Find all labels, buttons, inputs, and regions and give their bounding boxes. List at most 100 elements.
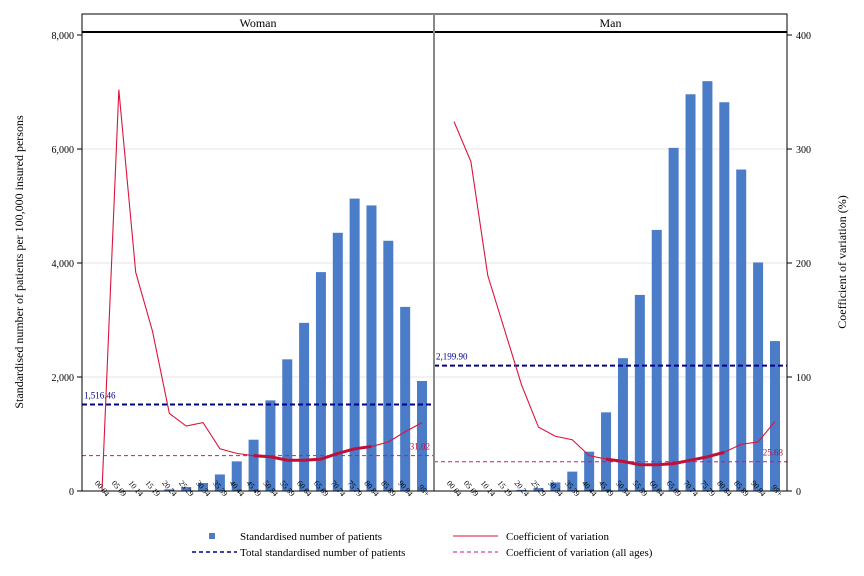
x-tick-label: 45 49 [244, 479, 262, 499]
panel-title-man: Man [600, 16, 622, 30]
y-tick-label-right: 300 [796, 145, 811, 156]
x-tick-label: 80 84 [362, 479, 380, 499]
x-tick-label: 85 89 [732, 479, 750, 499]
bar-woman-25-29 [181, 487, 192, 491]
x-tick-label: 35 39 [211, 479, 229, 499]
bar-woman-35-39 [214, 474, 225, 491]
bar-woman-45-49 [248, 439, 259, 491]
y-tick-label-left: 6,000 [52, 145, 75, 156]
x-tick-label: 60 64 [648, 479, 666, 499]
x-tick-label: 75 79 [346, 479, 364, 499]
bar-woman-30-34 [198, 483, 209, 491]
cv-highlight-woman [253, 445, 372, 462]
x-tick-label: 70 74 [681, 479, 699, 499]
x-tick-label: 35 39 [563, 479, 581, 499]
y-axis-title-left: Standardised number of patients per 100,… [12, 115, 26, 409]
bars [164, 81, 780, 492]
bar-woman-40-44 [231, 461, 242, 491]
x-tick-label: 10 14 [127, 479, 145, 499]
x-tick-label: 40 44 [228, 479, 246, 499]
x-tick-label: 20 24 [160, 479, 178, 499]
bar-man-80-84 [719, 102, 730, 491]
bar-man-65-69 [668, 147, 679, 492]
x-tick-label: 90 94 [396, 479, 414, 499]
total-line-label: 2,199.90 [436, 352, 468, 362]
x-tick-label: 15 19 [143, 479, 161, 499]
panel-title-woman: Woman [239, 16, 276, 30]
x-tick-label: 40 44 [580, 479, 598, 499]
x-tick-label: 55 59 [631, 479, 649, 499]
x-tick-label: 70 74 [329, 479, 347, 499]
x-tick-label: 05 09 [110, 479, 128, 499]
bar-man-45-49 [601, 412, 612, 491]
y-tick-label-right: 0 [796, 487, 801, 498]
x-tick-label: 90 94 [749, 479, 767, 499]
y-axis-title-right: Coefficient of variation (%) [835, 195, 849, 328]
bar-woman-85-89 [383, 240, 394, 491]
total-line-label: 1,516.46 [84, 391, 116, 401]
x-tick-label: 65 69 [312, 479, 330, 499]
legend-marker-bars [209, 533, 215, 539]
x-tick-label: 30 34 [546, 479, 564, 499]
cv-highlight-man [605, 450, 725, 467]
bar-man-95+ [770, 341, 780, 491]
bar-woman-60-64 [299, 322, 310, 491]
bar-woman-20-24 [164, 489, 175, 491]
legend: Standardised number of patients Coefficie… [192, 531, 653, 559]
x-tick-label: 25 29 [529, 479, 547, 499]
bar-man-20-24 [516, 489, 527, 491]
x-tick-label: 60 64 [295, 479, 313, 499]
cv-lines [101, 89, 776, 492]
bar-woman-55-59 [282, 359, 293, 491]
x-tick-label: 00 04 [445, 479, 463, 499]
x-tick-label: 20 24 [512, 479, 530, 499]
x-tick-label: 50 54 [614, 479, 632, 499]
x-tick-label: 25 29 [177, 479, 195, 499]
legend-label: Coefficient of variation (all ages) [506, 547, 653, 559]
legend-label: Total standardised number of patients [240, 547, 405, 559]
bar-man-60-64 [651, 229, 662, 491]
x-tick-label: 65 69 [665, 479, 683, 499]
y-tick-label-right: 100 [796, 373, 811, 384]
bar-woman-50-54 [265, 400, 276, 491]
cv-all-line-label: 25.68 [763, 448, 784, 458]
bar-woman-65-69 [315, 272, 326, 491]
bar-man-90-94 [753, 262, 764, 491]
x-tick-label: 30 34 [194, 479, 212, 499]
y-tick-label-right: 200 [796, 259, 811, 270]
bar-man-55-59 [634, 294, 645, 491]
x-tick-label: 10 14 [479, 479, 497, 499]
legend-label: Coefficient of variation [506, 531, 610, 543]
panel-frames: Woman Man [81, 13, 788, 492]
x-tick-label: 50 54 [261, 479, 279, 499]
bar-woman-75-79 [349, 198, 360, 491]
bar-man-30-34 [550, 482, 561, 491]
bar-man-70-74 [685, 94, 696, 491]
x-tick-label: 00 04 [93, 479, 111, 499]
y-tick-label-left: 4,000 [52, 259, 75, 270]
bar-man-25-29 [533, 488, 544, 491]
x-tick-label: 85 89 [379, 479, 397, 499]
legend-label: Standardised number of patients [240, 531, 382, 543]
bar-man-50-54 [617, 358, 628, 491]
x-tick-label: 80 84 [715, 479, 733, 499]
y-tick-label-left: 0 [69, 487, 74, 498]
x-tick-label: 05 09 [462, 479, 480, 499]
bar-man-35-39 [567, 471, 578, 491]
bar-man-85-89 [736, 169, 747, 491]
bar-woman-90-94 [400, 306, 411, 491]
y-tick-label-left: 2,000 [52, 373, 75, 384]
bar-woman-80-84 [366, 205, 377, 491]
bar-man-40-44 [584, 451, 595, 491]
bar-woman-70-74 [332, 232, 343, 492]
bar-man-75-79 [702, 81, 713, 492]
x-tick-label: 45 49 [597, 479, 615, 499]
x-tick-label: 55 59 [278, 479, 296, 499]
x-tick-label: 75 79 [698, 479, 716, 499]
cv-all-line-label: 31.02 [410, 442, 430, 452]
bar-woman-95+ [417, 380, 427, 491]
x-tick-label: 15 19 [496, 479, 514, 499]
y-tick-label-right: 400 [796, 31, 811, 42]
y-tick-label-left: 8,000 [52, 31, 75, 42]
